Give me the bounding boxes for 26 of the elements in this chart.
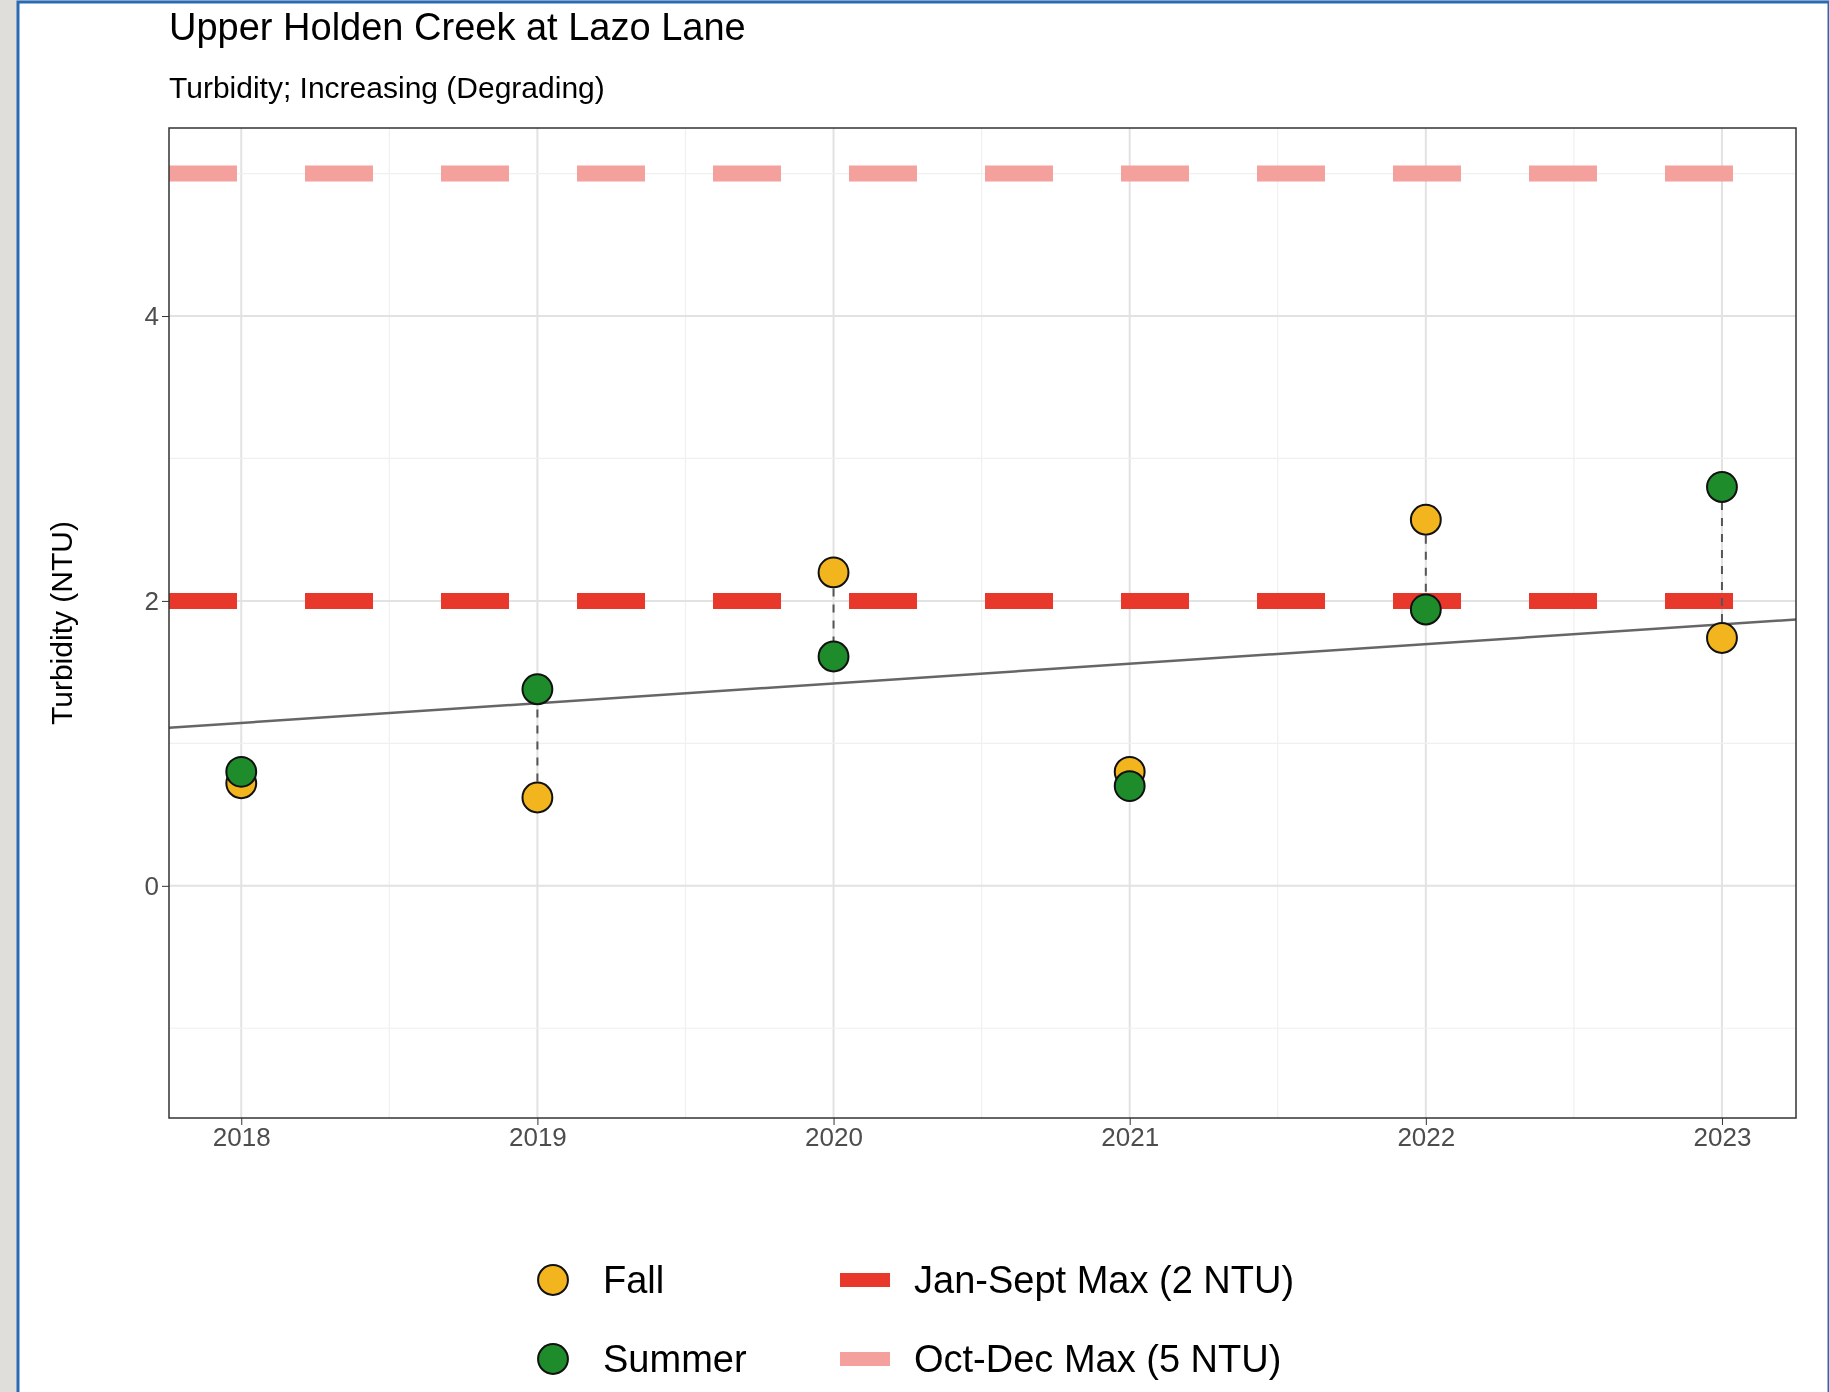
point (1409, 503, 1442, 536)
point (521, 673, 554, 706)
point (521, 781, 554, 814)
chart-title: Upper Holden Creek at Lazo Lane (169, 6, 746, 48)
y-tick-label: 4 (144, 300, 159, 331)
point (1706, 622, 1738, 654)
x-tick-label: 2020 (805, 1122, 863, 1153)
y-tick-label: 2 (144, 585, 159, 616)
point (1706, 471, 1738, 503)
point (817, 640, 850, 673)
chart-subtitle: Turbidity; Increasing (Degrading) (169, 71, 605, 104)
point (1113, 770, 1146, 802)
x-tick-label: 2021 (1101, 1122, 1160, 1153)
legend-label: Fall (603, 1259, 665, 1301)
point (225, 755, 258, 788)
y-tick-label: 0 (144, 870, 159, 901)
x-tick-label: 2018 (212, 1122, 271, 1153)
point (1409, 593, 1442, 626)
y-axis-title: Turbidity (NTU) (45, 521, 78, 725)
legend-label: Summer (603, 1338, 747, 1380)
x-tick-label: 2022 (1397, 1122, 1456, 1153)
x-tick-label: 2023 (1693, 1122, 1752, 1153)
legend-label: Jan-Sept Max (2 NTU) (914, 1259, 1295, 1301)
legend-label: Oct-Dec Max (5 NTU) (914, 1338, 1282, 1380)
point (817, 556, 850, 589)
x-tick-label: 2019 (508, 1122, 567, 1153)
